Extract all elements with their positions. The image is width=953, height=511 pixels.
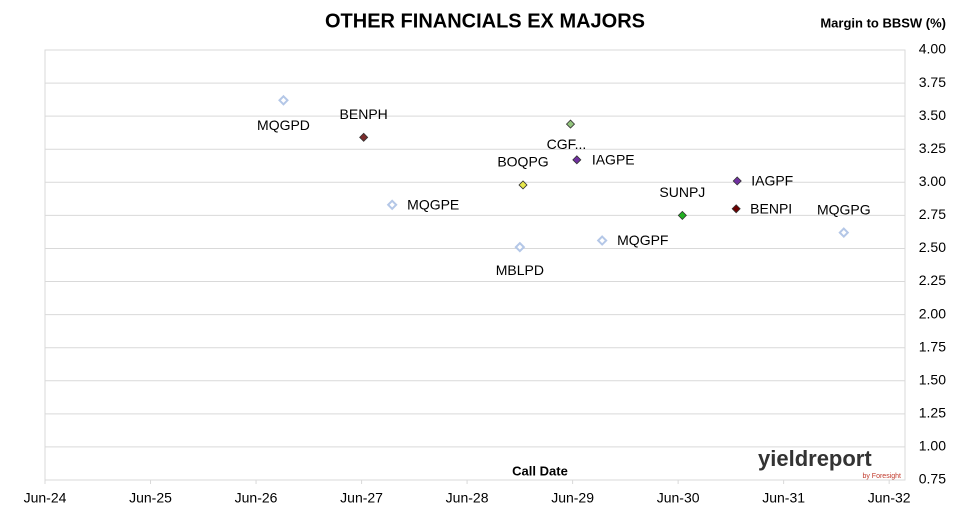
y-axis-label: Margin to BBSW (%) — [820, 15, 946, 30]
point — [518, 180, 528, 190]
y-tick-label: 2.25 — [919, 272, 946, 288]
point — [838, 227, 850, 238]
point — [732, 176, 742, 186]
y-tick-label: 2.75 — [919, 206, 946, 222]
point-label: IAGPE — [592, 152, 635, 168]
x-tick-label: Jun-28 — [446, 490, 489, 506]
point — [386, 199, 398, 211]
x-tick-label: Jun-27 — [340, 490, 383, 506]
point-label: BOQPG — [497, 154, 548, 170]
point — [731, 204, 741, 214]
x-tick-label: Jun-30 — [657, 490, 700, 506]
chart-title: OTHER FINANCIALS EX MAJORS — [325, 10, 645, 32]
logo: yieldreport — [758, 446, 872, 471]
point — [572, 155, 582, 165]
plot-border — [44, 49, 906, 481]
point-label: SUNPJ — [659, 184, 705, 200]
y-tick-label: 1.00 — [919, 438, 946, 454]
point — [677, 210, 687, 220]
point-label: CGF... — [547, 136, 587, 152]
x-tick-label: Jun-32 — [868, 490, 911, 506]
y-tick-label: 2.00 — [919, 305, 946, 321]
point — [565, 119, 576, 129]
point — [359, 132, 369, 142]
point — [596, 235, 608, 246]
point-label: MBLPD — [496, 262, 544, 278]
x-tick-label: Jun-24 — [24, 490, 67, 506]
point-label: MQGPD — [257, 117, 310, 133]
point — [278, 94, 289, 106]
point-label: BENPI — [750, 200, 792, 216]
point-label: BENPH — [340, 106, 388, 122]
point-label: MQGPF — [617, 232, 668, 248]
y-tick-label: 0.75 — [919, 471, 946, 487]
y-tick-label: 1.25 — [919, 405, 946, 421]
y-tick-label: 1.50 — [919, 371, 946, 387]
logo-sub: by Foresight — [862, 473, 901, 480]
point-label: MQGPE — [407, 197, 459, 213]
y-tick-label: 2.50 — [919, 239, 946, 255]
x-tick-label: Jun-31 — [762, 490, 805, 506]
x-tick-label: Jun-25 — [129, 490, 172, 506]
y-tick-label: 1.75 — [919, 338, 946, 354]
point-label: IAGPF — [751, 173, 793, 189]
point — [514, 241, 526, 253]
y-tick-label: 3.75 — [919, 74, 946, 90]
y-tick-label: 3.25 — [919, 140, 946, 156]
y-tick-label: 3.50 — [919, 107, 946, 123]
y-tick-label: 4.00 — [919, 41, 946, 57]
point-label: MQGPG — [817, 201, 871, 217]
x-tick-label: Jun-29 — [551, 490, 594, 506]
x-axis-label: Call Date — [512, 463, 568, 478]
y-tick-label: 3.00 — [919, 173, 946, 189]
x-tick-label: Jun-26 — [235, 490, 278, 506]
